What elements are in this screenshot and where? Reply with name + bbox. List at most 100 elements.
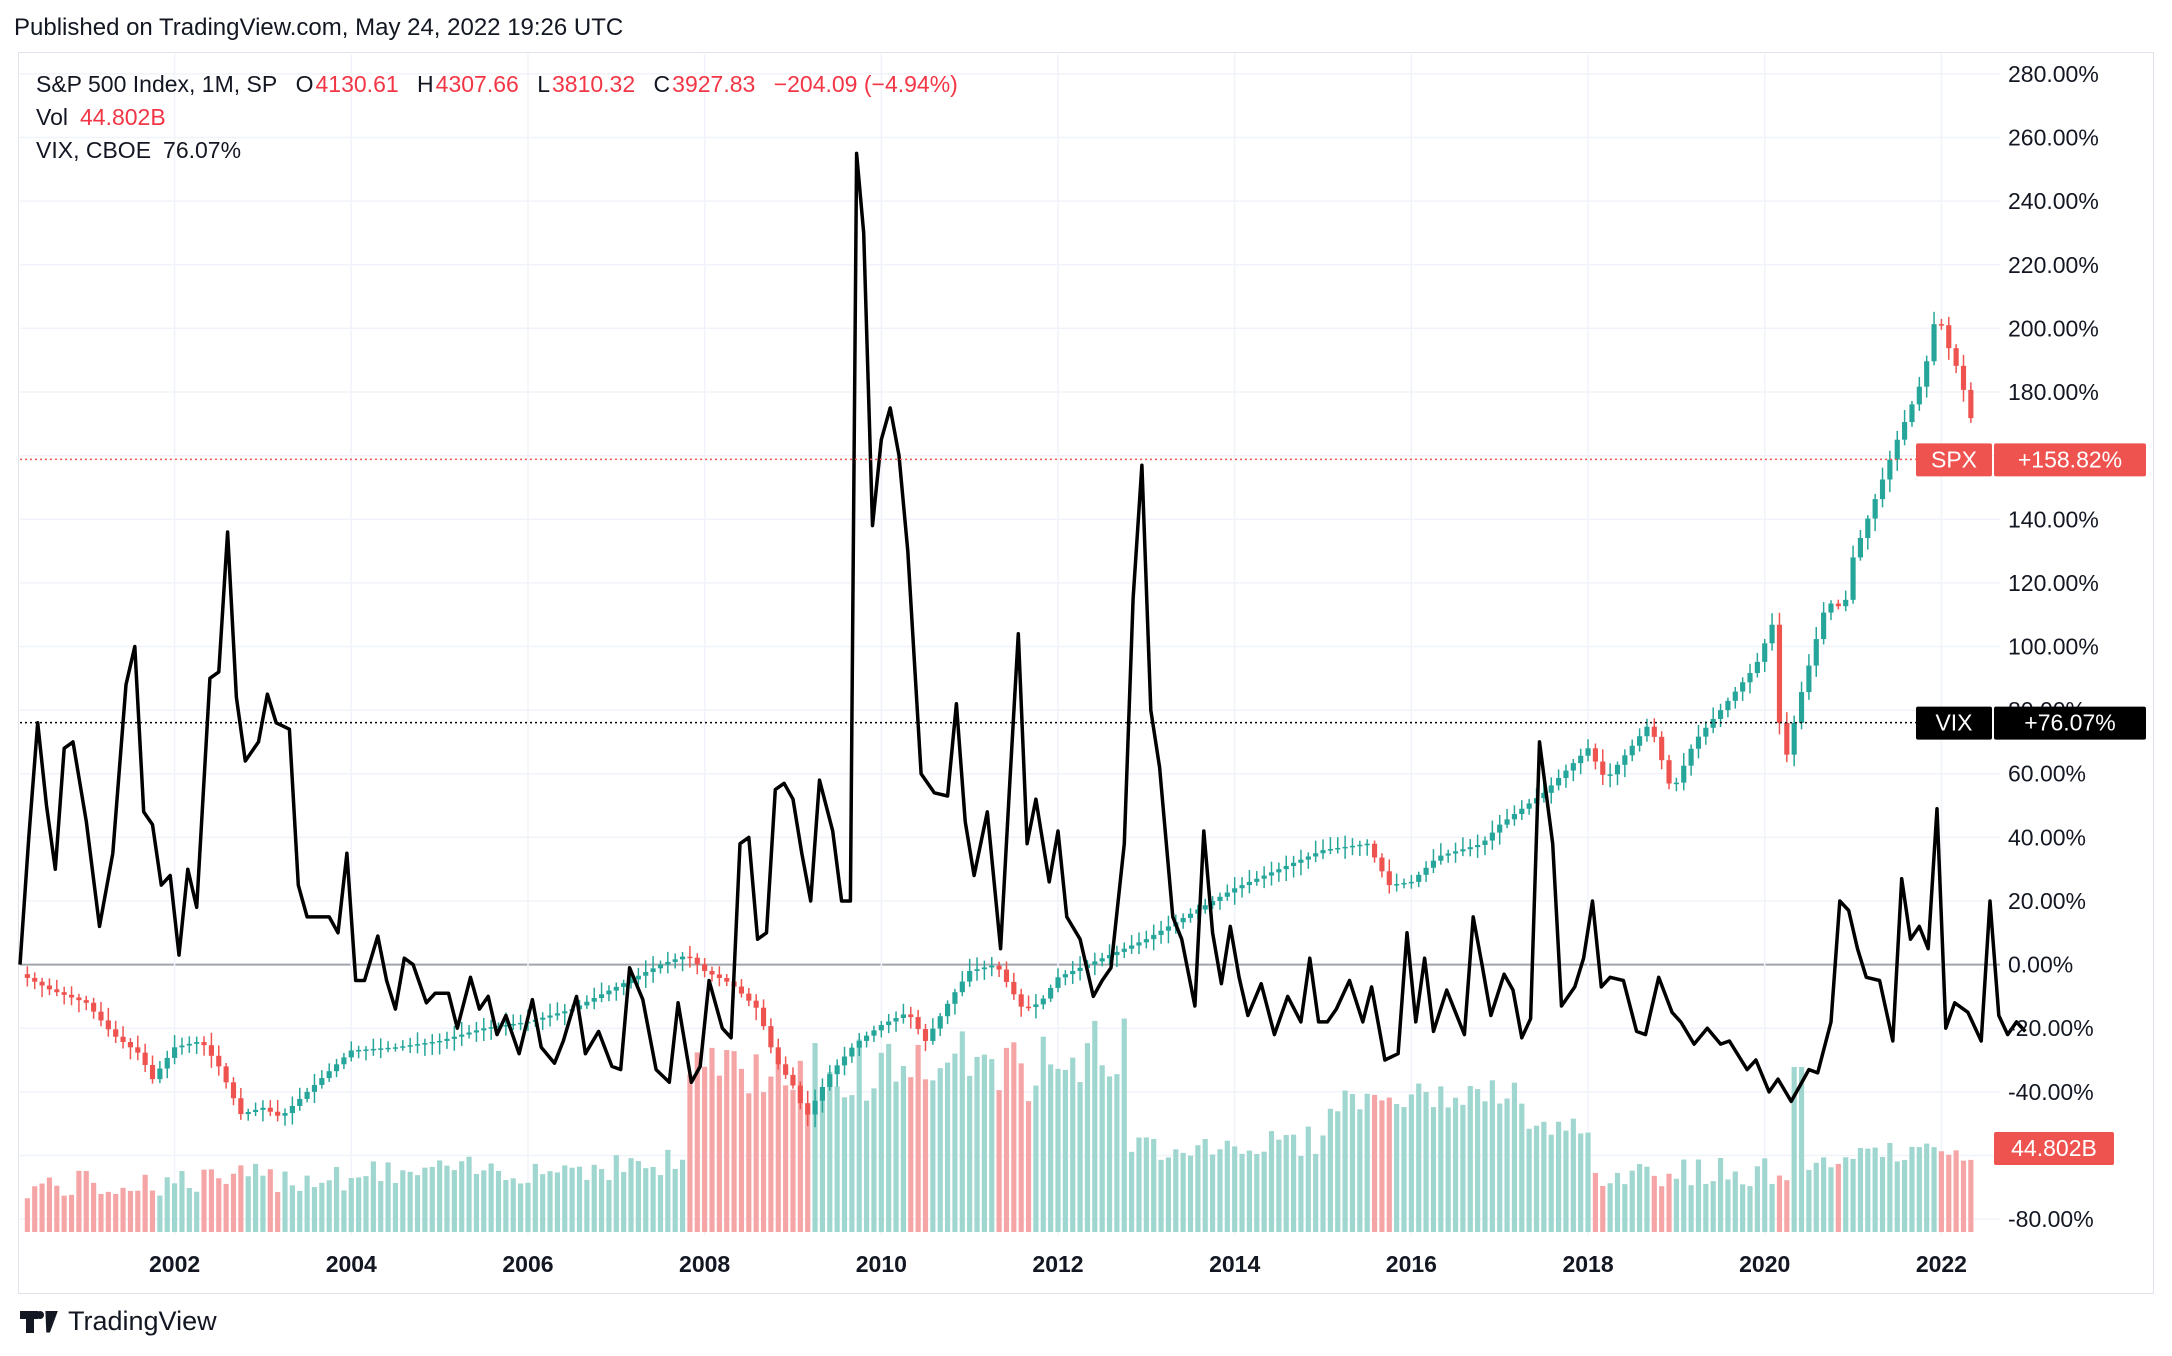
published-note: Published on TradingView.com, May 24, 20…	[14, 14, 624, 41]
volume-bar	[606, 1179, 612, 1232]
spx-candle	[959, 981, 965, 993]
volume-bar	[1025, 1101, 1032, 1232]
spx-candle	[1791, 722, 1797, 755]
spx-candle	[1055, 977, 1061, 988]
spx-badge-value-bg	[1994, 443, 2146, 477]
spx-candle	[1754, 661, 1760, 674]
volume-bar	[510, 1178, 516, 1232]
spx-candle	[1136, 942, 1142, 946]
volume-bar	[1416, 1083, 1422, 1232]
volume-bar	[1151, 1139, 1157, 1232]
spx-candle	[1099, 958, 1105, 962]
spx-candle	[1511, 814, 1518, 820]
volume-bar	[1114, 1074, 1120, 1232]
volume-bar	[1600, 1185, 1606, 1232]
volume-bar	[621, 1172, 627, 1232]
spx-candle	[1894, 439, 1900, 460]
spx-candle	[753, 1000, 759, 1008]
legend-symbol[interactable]: S&P 500 Index, 1M, SP	[36, 71, 278, 97]
volume-bar	[1754, 1166, 1760, 1232]
volume-bar	[333, 1166, 340, 1232]
spx-candle	[827, 1074, 833, 1087]
volume-bar	[922, 1079, 929, 1232]
volume-bar	[1482, 1101, 1488, 1232]
spx-candle	[1357, 844, 1363, 847]
spx-candle	[834, 1065, 840, 1075]
volume-bar	[1335, 1111, 1341, 1232]
volume-bar	[1165, 1157, 1172, 1232]
spx-candle	[1224, 892, 1230, 897]
legend-vol-value: 44.802B	[79, 104, 166, 130]
legend-vix-label[interactable]: VIX, CBOE	[36, 137, 152, 163]
volume-bar	[1202, 1138, 1208, 1232]
x-tick-label: 2018	[1562, 1251, 1613, 1277]
volume-bar	[569, 1167, 575, 1232]
volume-bar	[1504, 1098, 1510, 1232]
spx-candle	[841, 1056, 848, 1066]
legend-vol-label[interactable]: Vol	[36, 104, 68, 130]
spx-candle	[1165, 926, 1172, 931]
volume-bar	[1239, 1153, 1245, 1232]
volume-bar	[790, 1089, 796, 1232]
volume-bar	[1291, 1134, 1297, 1232]
volume-bar	[1092, 1020, 1098, 1232]
spx-candle	[1305, 856, 1311, 860]
spx-candle	[1379, 857, 1385, 872]
volume-bar	[1143, 1137, 1149, 1232]
volume-bar	[437, 1160, 443, 1232]
spx-candle	[952, 992, 958, 1004]
spx-candle	[1592, 748, 1598, 762]
spx-candle	[54, 989, 60, 993]
spx-candle	[1092, 961, 1098, 965]
volume-bar	[1776, 1175, 1783, 1232]
spx-candle	[900, 1014, 906, 1018]
spx-candle	[871, 1030, 877, 1036]
volume-bar	[738, 1068, 745, 1232]
volume-bar	[1180, 1152, 1186, 1232]
spx-candle	[1865, 518, 1871, 538]
volume-bar	[348, 1178, 354, 1232]
volume-bar	[819, 1094, 826, 1232]
x-tick-label: 2020	[1739, 1251, 1790, 1277]
spx-candle	[1541, 792, 1547, 799]
volume-bar	[1872, 1147, 1878, 1232]
volume-bar	[1187, 1155, 1194, 1232]
spx-candle	[238, 1098, 244, 1115]
spx-candle	[1960, 365, 1967, 390]
spx-candle	[319, 1078, 325, 1085]
legend-close-value: 3927.83	[672, 71, 756, 97]
spx-candle	[775, 1047, 781, 1065]
spx-candle	[1916, 386, 1922, 405]
volume-bar	[657, 1175, 664, 1232]
spx-candle	[172, 1047, 178, 1058]
volume-bar	[679, 1159, 686, 1232]
volume-bar	[1541, 1121, 1547, 1232]
vol-badge-bg	[1994, 1132, 2114, 1165]
volume-bar	[503, 1179, 509, 1232]
spx-candle	[1327, 849, 1333, 851]
spx-candle	[864, 1035, 870, 1041]
spx-badge-name-bg	[1916, 443, 1992, 477]
spx-candle	[164, 1057, 170, 1069]
spx-candle	[1600, 761, 1606, 775]
volume-bar	[216, 1178, 222, 1232]
volume-bar	[930, 1080, 936, 1232]
volume-bar	[1968, 1159, 1974, 1232]
spx-candle	[1062, 974, 1068, 978]
volume-bar	[1452, 1097, 1459, 1232]
volume-bar	[1843, 1157, 1849, 1232]
spx-candle	[694, 957, 700, 965]
spx-candle	[878, 1025, 884, 1031]
x-tick-label: 2006	[502, 1251, 553, 1277]
volume-bar	[260, 1175, 266, 1232]
spx-candle	[1217, 896, 1223, 901]
legend-low-label: L	[537, 71, 550, 97]
spx-candle	[1195, 909, 1201, 914]
volume-bar	[856, 1039, 862, 1232]
spx-candle	[1077, 967, 1083, 971]
spx-candle	[91, 1002, 97, 1012]
volume-bar	[1644, 1166, 1650, 1232]
spx-candle	[1725, 700, 1731, 711]
volume-bar	[1349, 1094, 1356, 1232]
